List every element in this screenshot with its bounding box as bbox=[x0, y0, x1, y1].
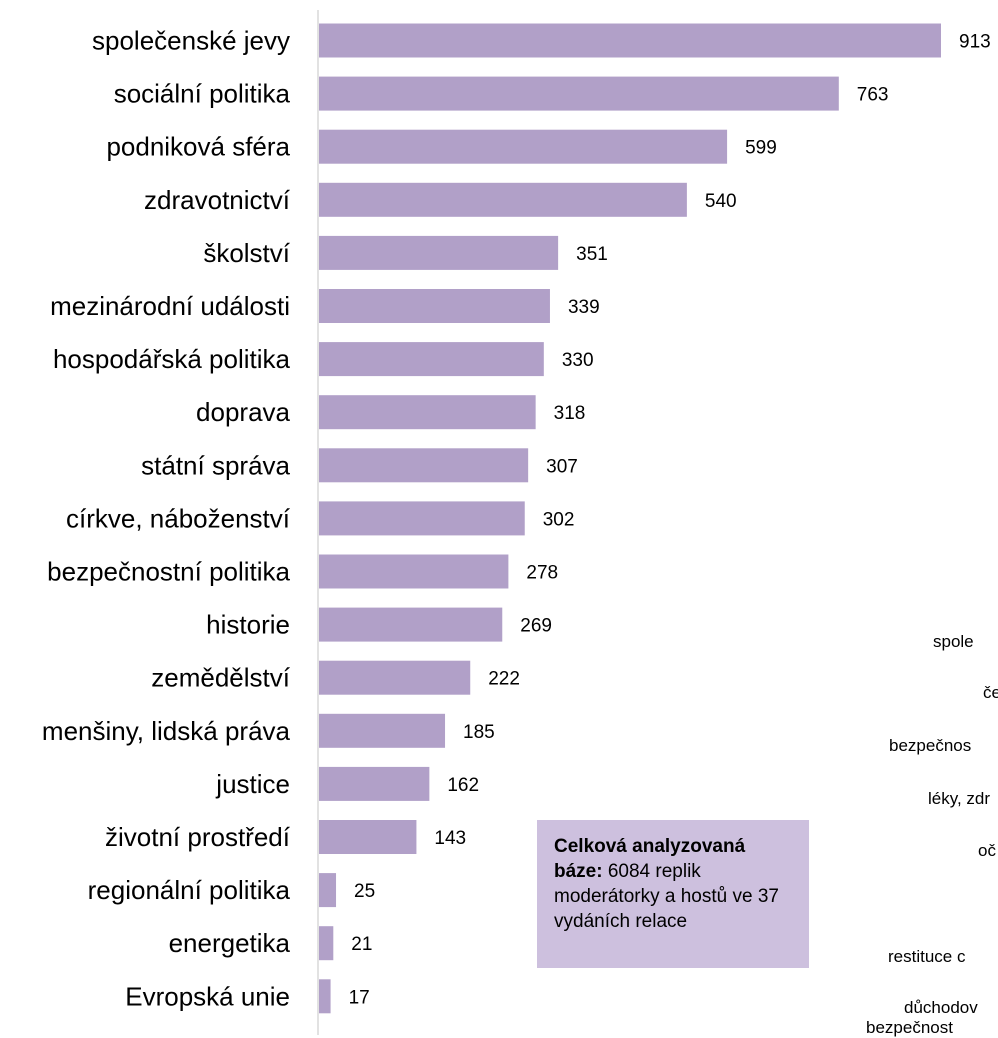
data-label: 21 bbox=[351, 934, 372, 955]
bar bbox=[319, 342, 544, 377]
side-text-fragment: oč bbox=[978, 841, 996, 860]
bar bbox=[319, 235, 559, 270]
bar bbox=[319, 820, 417, 854]
data-label: 351 bbox=[576, 244, 608, 265]
category-label: doprava bbox=[196, 397, 290, 427]
data-label: 307 bbox=[546, 456, 578, 477]
category-label: mezinárodní události bbox=[50, 291, 290, 321]
info-box-text: 6084 replik moderátorky a hostů ve 37 vy… bbox=[554, 861, 779, 932]
category-label: životní prostředí bbox=[105, 822, 291, 852]
bar bbox=[319, 607, 503, 642]
category-label: Evropská unie bbox=[125, 981, 290, 1011]
data-label: 913 bbox=[959, 32, 991, 53]
side-text-fragment: bezpečnost bbox=[866, 1018, 953, 1037]
data-label: 143 bbox=[434, 828, 466, 849]
side-text-fragment: če bbox=[983, 683, 998, 702]
category-label: energetika bbox=[169, 928, 291, 958]
category-label: hospodářská politika bbox=[53, 344, 291, 374]
data-label: 269 bbox=[520, 616, 552, 637]
category-label: regionální politika bbox=[88, 875, 291, 905]
data-label: 599 bbox=[745, 138, 777, 159]
bar bbox=[319, 289, 550, 323]
data-label: 339 bbox=[568, 297, 600, 318]
info-box-bold-text: Celková analyzovaná báze: bbox=[554, 836, 746, 882]
bar bbox=[319, 129, 728, 164]
category-label: sociální politika bbox=[114, 79, 291, 109]
bar bbox=[319, 448, 529, 483]
side-text-fragment: léky, zdr bbox=[928, 789, 990, 808]
category-label: církve, náboženství bbox=[66, 503, 291, 533]
data-label: 302 bbox=[543, 509, 575, 530]
data-label: 185 bbox=[463, 722, 495, 743]
data-label: 222 bbox=[488, 669, 520, 690]
data-label: 763 bbox=[857, 85, 889, 106]
category-label: státní správa bbox=[141, 450, 290, 480]
category-label: menšiny, lidská práva bbox=[42, 716, 291, 746]
data-label: 330 bbox=[562, 350, 594, 371]
category-label: bezpečnostní politika bbox=[47, 557, 290, 587]
bar bbox=[319, 713, 446, 748]
data-label: 318 bbox=[554, 403, 586, 424]
category-label: školství bbox=[203, 238, 290, 268]
side-text-fragment: spole bbox=[933, 632, 974, 651]
side-text-fragment: bezpečnos bbox=[889, 736, 971, 755]
bar bbox=[319, 76, 839, 111]
bar bbox=[319, 926, 334, 961]
bar bbox=[319, 660, 471, 695]
category-label: justice bbox=[215, 769, 290, 799]
bar bbox=[319, 395, 536, 430]
bar bbox=[319, 182, 687, 217]
category-label: podniková sféra bbox=[106, 132, 290, 162]
bar bbox=[319, 873, 337, 908]
side-text-fragment: důchodov bbox=[904, 998, 978, 1017]
bar bbox=[319, 23, 941, 58]
category-label: historie bbox=[206, 610, 290, 640]
category-label: zemědělství bbox=[151, 663, 290, 693]
data-label: 540 bbox=[705, 191, 737, 212]
bar bbox=[319, 766, 430, 801]
side-text-fragment: restituce c bbox=[888, 947, 966, 966]
data-label: 25 bbox=[354, 881, 375, 902]
bar bbox=[319, 979, 331, 1014]
bar bbox=[319, 501, 525, 536]
data-label: 162 bbox=[447, 775, 479, 796]
data-label: 17 bbox=[349, 987, 370, 1008]
bar bbox=[319, 554, 509, 589]
data-label: 278 bbox=[526, 563, 558, 584]
category-label: společenské jevy bbox=[92, 26, 290, 56]
category-label: zdravotnictví bbox=[144, 185, 291, 215]
info-box: Celková analyzovaná báze: 6084 replik mo… bbox=[537, 820, 809, 968]
